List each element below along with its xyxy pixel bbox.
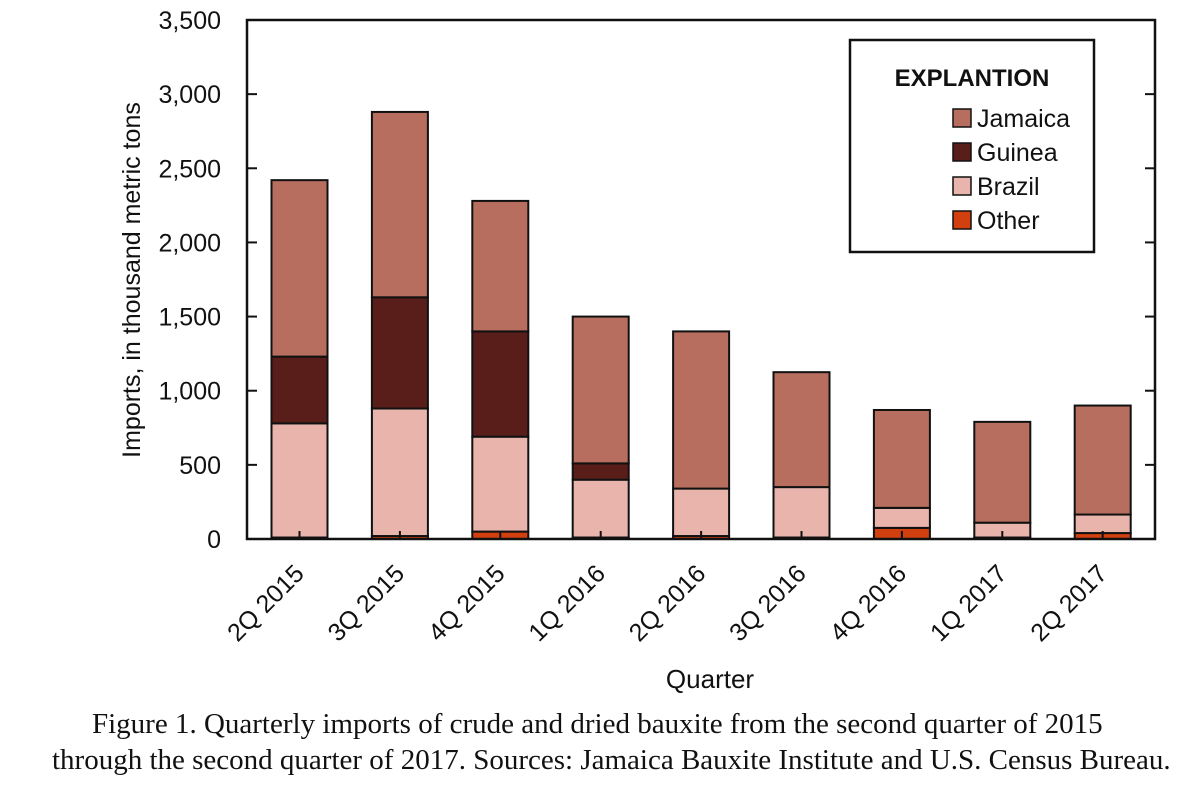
legend-label-brazil: Brazil: [977, 173, 1040, 201]
legend-label-other: Other: [977, 207, 1040, 235]
bar-guinea-1q-2016: [571, 462, 630, 481]
y-tick-label: 3,500: [158, 7, 221, 35]
figure-caption: Figure 1. Quarterly imports of crude and…: [52, 708, 1171, 776]
legend-swatch-other: [952, 210, 972, 230]
y-tick-label: 1,000: [158, 378, 221, 406]
y-tick-label: 2,000: [158, 229, 221, 257]
bar-jamaica-2q-2015: [270, 179, 329, 358]
y-tick-label: 1,500: [158, 304, 221, 332]
y-tick-label: 3,000: [158, 81, 221, 109]
bar-chart: 0 500 1,000 1,500 2,000 2,500 3,000 3,500 2Q 201…: [118, 7, 1157, 694]
plot-frame: [245, 18, 1157, 541]
bar-jamaica-4q-2016: [872, 408, 931, 509]
bar-brazil-1q-2016: [571, 478, 630, 539]
legend-label-jamaica: Jamaica: [977, 105, 1070, 133]
bar-jamaica-4q-2015: [471, 199, 530, 333]
bar-brazil-3q-2015: [370, 407, 429, 538]
bar-jamaica-3q-2015: [370, 110, 429, 299]
y-axis-label: Imports, in thousand metric tons: [118, 102, 146, 458]
y-tick-label: 500: [179, 452, 221, 480]
x-tick-label: 4Q 2016: [825, 559, 913, 647]
x-tick-label: 4Q 2015: [423, 559, 511, 647]
legend-swatch-jamaica: [952, 108, 972, 128]
legend: EXPLANTION Jamaica Guinea Brazil Other: [848, 38, 1096, 254]
y-tick-label: 0: [207, 526, 221, 554]
x-tick-label: 1Q 2017: [925, 559, 1013, 647]
legend-label-guinea: Guinea: [977, 139, 1058, 167]
x-tick-label: 2Q 2017: [1025, 559, 1113, 647]
bar-brazil-4q-2016: [872, 506, 931, 529]
y-tick-label: 2,500: [158, 155, 221, 183]
x-tick-label: 2Q 2016: [624, 559, 712, 647]
x-tick-label: 2Q 2015: [222, 559, 310, 647]
x-tick-label: 3Q 2016: [724, 559, 812, 647]
bar-jamaica-2q-2016: [672, 330, 731, 490]
legend-swatch-guinea: [952, 142, 972, 162]
bar-jamaica-3q-2016: [772, 371, 831, 489]
bar-brazil-2q-2015: [270, 422, 329, 539]
bar-brazil-3q-2016: [772, 486, 831, 539]
x-tick-label: 3Q 2015: [323, 559, 411, 647]
bar-jamaica-1q-2017: [973, 420, 1032, 524]
bar-guinea-2q-2015: [270, 355, 329, 425]
bar-guinea-4q-2015: [471, 330, 530, 438]
bar-jamaica-1q-2016: [571, 315, 630, 465]
legend-title: EXPLANTION: [895, 65, 1050, 92]
x-tick-label: 1Q 2016: [523, 559, 611, 647]
x-axis-label: Quarter: [666, 664, 754, 694]
bar-jamaica-2q-2017: [1073, 404, 1132, 516]
bar-brazil-2q-2016: [672, 487, 731, 538]
bar-brazil-4q-2015: [471, 435, 530, 533]
legend-swatch-brazil: [952, 176, 972, 196]
bar-brazil-2q-2017: [1073, 513, 1132, 535]
legend-box: [848, 38, 1096, 254]
bar-guinea-3q-2015: [370, 296, 429, 410]
